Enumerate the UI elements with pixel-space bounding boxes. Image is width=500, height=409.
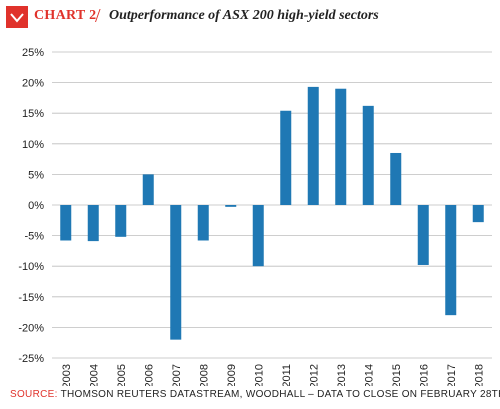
x-tick-label: 2006 bbox=[143, 364, 155, 386]
bar bbox=[335, 88, 347, 205]
bar bbox=[307, 86, 319, 205]
bar bbox=[197, 205, 209, 241]
x-tick-label: 2013 bbox=[336, 364, 348, 386]
x-tick-label: 2010 bbox=[253, 364, 265, 386]
bar bbox=[280, 110, 292, 205]
chart-header: CHART 2 / Outperformance of ASX 200 high… bbox=[0, 0, 500, 36]
y-tick-label: -5% bbox=[24, 231, 44, 243]
y-tick-label: -15% bbox=[18, 292, 44, 304]
x-tick-label: 2004 bbox=[88, 364, 100, 386]
chart-number: CHART 2 bbox=[34, 8, 97, 23]
bar bbox=[170, 205, 182, 340]
y-tick-label: 10% bbox=[22, 139, 44, 151]
x-tick-label: 2017 bbox=[446, 364, 458, 386]
x-tick-label: 2016 bbox=[418, 364, 430, 386]
x-tick-label: 2018 bbox=[473, 364, 485, 386]
chevron-down-icon bbox=[6, 6, 28, 28]
x-tick-label: 2003 bbox=[61, 364, 73, 386]
y-tick-label: -25% bbox=[18, 353, 44, 365]
bar bbox=[445, 205, 457, 316]
x-tick-label: 2015 bbox=[391, 364, 403, 386]
bar bbox=[252, 205, 264, 267]
y-tick-label: 5% bbox=[28, 169, 44, 181]
bar bbox=[87, 205, 99, 242]
x-tick-label: 2005 bbox=[116, 364, 128, 386]
x-tick-label: 2011 bbox=[281, 364, 293, 386]
bar bbox=[60, 205, 72, 241]
y-tick-label: -20% bbox=[18, 322, 44, 334]
y-tick-label: -10% bbox=[18, 261, 44, 273]
bar bbox=[472, 205, 484, 223]
source-label: SOURCE: bbox=[10, 389, 58, 400]
source-text: THOMSON REUTERS DATASTREAM, WOODHALL – D… bbox=[60, 389, 500, 400]
bar bbox=[225, 205, 237, 207]
chart-title: Outperformance of ASX 200 high-yield sec… bbox=[109, 8, 379, 23]
x-tick-label: 2014 bbox=[363, 364, 375, 386]
y-tick-label: 0% bbox=[28, 200, 44, 212]
source-note: SOURCE: THOMSON REUTERS DATASTREAM, WOOD… bbox=[10, 389, 500, 400]
y-tick-label: 15% bbox=[22, 108, 44, 120]
bar bbox=[115, 205, 127, 237]
bar-chart: 25% 20% 15% 10% 5% 0% -5% -10% -15% -20% -25% 2003 2… bbox=[18, 47, 492, 386]
y-tick-label: 25% bbox=[22, 47, 44, 59]
x-tick-label: 2012 bbox=[308, 364, 320, 386]
bar bbox=[417, 205, 429, 265]
bar bbox=[362, 105, 374, 205]
x-tick-label: 2008 bbox=[198, 364, 210, 386]
y-tick-label: 20% bbox=[22, 78, 44, 90]
bar bbox=[142, 174, 154, 205]
bar bbox=[390, 152, 402, 205]
title-divider: / bbox=[95, 5, 101, 27]
x-tick-label: 2009 bbox=[226, 364, 238, 386]
x-tick-label: 2007 bbox=[171, 364, 183, 386]
